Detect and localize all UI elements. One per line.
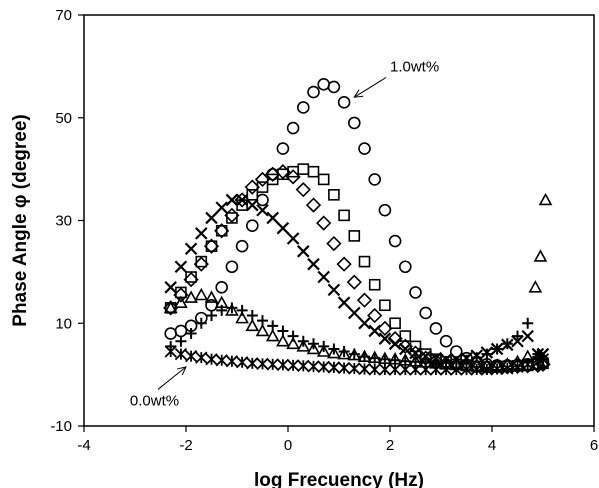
x-tick-label: -2 [179, 437, 192, 454]
y-tick-label: 30 [55, 213, 72, 230]
x-tick-label: 6 [590, 437, 598, 454]
x-tick-label: 2 [386, 437, 394, 454]
x-tick-label: 0 [284, 437, 292, 454]
y-tick-label: -10 [50, 418, 72, 435]
annotation-label: 1.0wt% [390, 59, 439, 76]
annotation-label: 0.0wt% [130, 392, 179, 409]
y-axis-title: Phase Angle φ (degree) [10, 114, 31, 326]
x-axis-title: log Frecuency (Hz) [254, 470, 424, 488]
y-tick-label: 10 [55, 315, 72, 332]
y-tick-label: 50 [55, 110, 72, 127]
x-tick-label: 4 [488, 437, 496, 454]
x-tick-label: -4 [77, 437, 90, 454]
y-tick-label: 70 [55, 7, 72, 24]
